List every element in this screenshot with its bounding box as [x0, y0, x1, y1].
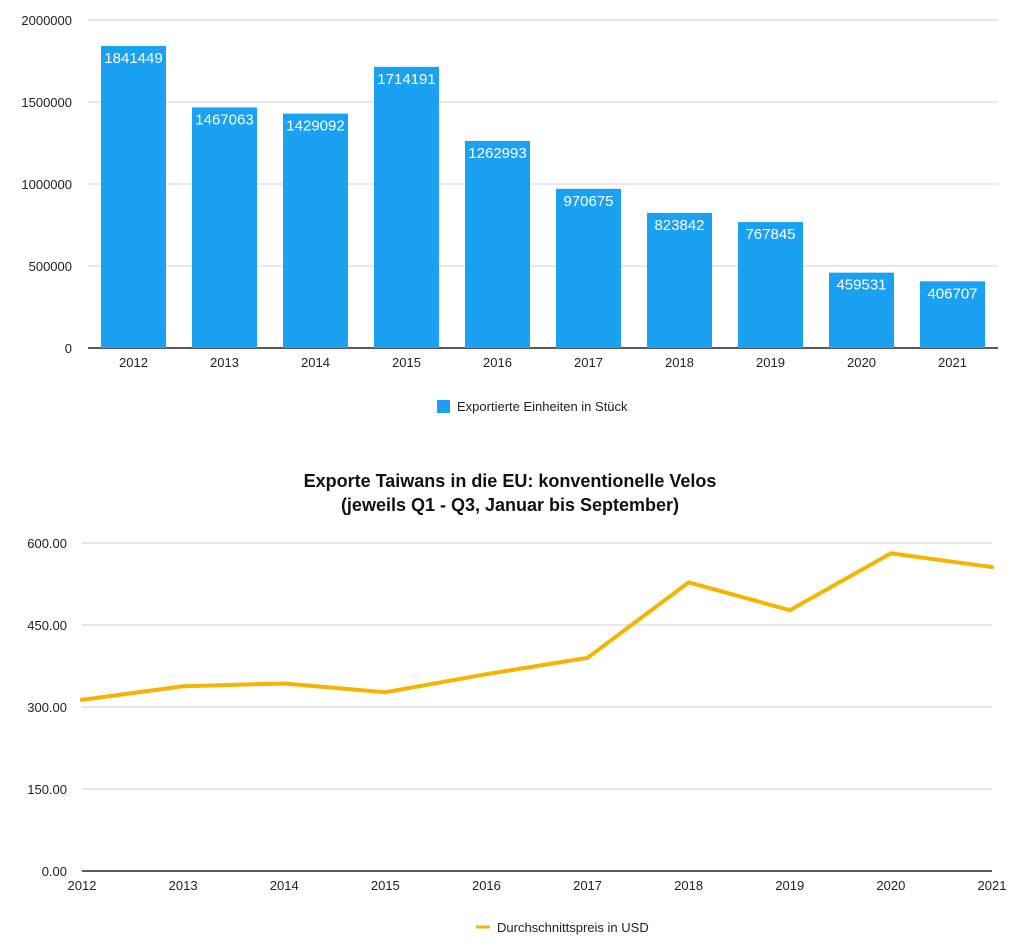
data-point [686, 580, 691, 585]
chart-subtitle: (jeweils Q1 - Q3, Januar bis September) [341, 495, 679, 515]
x-tick-label: 2015 [371, 878, 400, 893]
x-tick-label: 2020 [847, 355, 876, 370]
y-tick-label: 300.00 [27, 700, 67, 715]
data-point [383, 690, 388, 695]
x-tick-label: 2021 [938, 355, 967, 370]
x-tick-label: 2019 [756, 355, 785, 370]
data-point [585, 655, 590, 660]
x-tick-label: 2012 [68, 878, 97, 893]
bar-value-label: 823842 [654, 217, 704, 234]
y-tick-label: 600.00 [27, 536, 67, 551]
y-tick-label: 2000000 [21, 13, 72, 28]
x-tick-label: 2015 [392, 355, 421, 370]
y-tick-label: 0 [65, 341, 72, 356]
bar-value-label: 406707 [927, 285, 977, 302]
x-tick-label: 2014 [270, 878, 299, 893]
y-tick-label: 450.00 [27, 618, 67, 633]
bar-value-label: 1467063 [195, 111, 253, 128]
legend-swatch [437, 400, 450, 413]
data-point [484, 672, 489, 677]
x-tick-label: 2012 [119, 355, 148, 370]
y-tick-label: 500000 [29, 259, 72, 274]
data-point [990, 565, 994, 570]
y-tick-label: 0.00 [42, 864, 67, 879]
bar-value-label: 459531 [836, 277, 886, 294]
data-point [888, 551, 893, 556]
x-tick-label: 2018 [674, 878, 703, 893]
chart-title: Exporte Taiwans in die EU: konventionell… [304, 471, 717, 491]
x-tick-label: 2021 [978, 878, 1007, 893]
x-tick-label: 2013 [169, 878, 198, 893]
bar-value-label: 1262993 [468, 145, 526, 162]
bar-value-label: 1429092 [286, 118, 344, 135]
bar [283, 113, 348, 349]
x-tick-label: 2020 [876, 878, 905, 893]
data-point [80, 697, 84, 702]
bar [647, 212, 712, 348]
y-tick-label: 1500000 [21, 95, 72, 110]
bar-value-label: 767845 [745, 226, 795, 243]
bar-value-label: 970675 [563, 193, 613, 210]
bar [738, 222, 803, 348]
data-point [181, 684, 186, 689]
bar-chart: 0 500000 1000000 1500000 2000000 1841449 2012 1… [21, 13, 998, 414]
y-tick-label: 150.00 [27, 782, 67, 797]
bar [374, 66, 439, 348]
legend-label: Exportierte Einheiten in Stück [457, 399, 628, 414]
x-tick-label: 2014 [301, 355, 330, 370]
bar [556, 188, 621, 348]
x-tick-label: 2018 [665, 355, 694, 370]
y-tick-label: 1000000 [21, 177, 72, 192]
x-tick-label: 2017 [574, 355, 603, 370]
data-point [282, 681, 287, 686]
bar [465, 140, 530, 348]
legend-label: Durchschnittspreis in USD [497, 920, 649, 935]
bar [192, 107, 257, 348]
bar [920, 281, 985, 348]
x-tick-label: 2019 [775, 878, 804, 893]
x-tick-label: 2016 [472, 878, 501, 893]
x-tick-label: 2016 [483, 355, 512, 370]
data-point [787, 608, 792, 613]
x-tick-label: 2017 [573, 878, 602, 893]
bar [101, 46, 166, 348]
series-line [80, 551, 994, 702]
bar-value-label: 1714191 [377, 71, 435, 88]
line-chart: Exporte Taiwans in die EU: konventionell… [27, 471, 1007, 935]
x-tick-label: 2013 [210, 355, 239, 370]
bar [829, 272, 894, 348]
bar-value-label: 1841449 [104, 50, 162, 67]
